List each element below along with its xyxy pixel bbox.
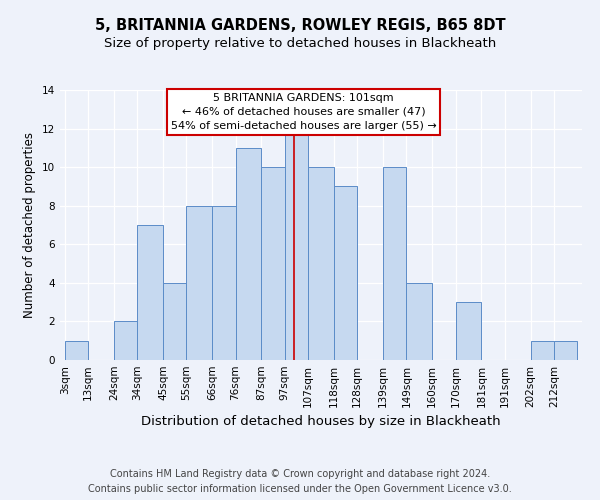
Bar: [65, 340, 88, 360]
Bar: [187, 206, 212, 360]
Bar: [334, 186, 357, 360]
Bar: [554, 340, 577, 360]
Bar: [406, 283, 432, 360]
Bar: [530, 340, 554, 360]
Bar: [114, 322, 137, 360]
Text: 5, BRITANNIA GARDENS, ROWLEY REGIS, B65 8DT: 5, BRITANNIA GARDENS, ROWLEY REGIS, B65 …: [95, 18, 505, 32]
Bar: [236, 148, 262, 360]
Bar: [285, 128, 308, 360]
Bar: [137, 225, 163, 360]
Bar: [163, 283, 187, 360]
Bar: [262, 167, 285, 360]
Y-axis label: Number of detached properties: Number of detached properties: [23, 132, 37, 318]
X-axis label: Distribution of detached houses by size in Blackheath: Distribution of detached houses by size …: [141, 416, 501, 428]
Bar: [308, 167, 334, 360]
Text: 5 BRITANNIA GARDENS: 101sqm
← 46% of detached houses are smaller (47)
54% of sem: 5 BRITANNIA GARDENS: 101sqm ← 46% of det…: [170, 93, 436, 131]
Bar: [455, 302, 481, 360]
Bar: [212, 206, 236, 360]
Text: Contains HM Land Registry data © Crown copyright and database right 2024.
Contai: Contains HM Land Registry data © Crown c…: [88, 469, 512, 494]
Bar: [383, 167, 406, 360]
Text: Size of property relative to detached houses in Blackheath: Size of property relative to detached ho…: [104, 38, 496, 51]
